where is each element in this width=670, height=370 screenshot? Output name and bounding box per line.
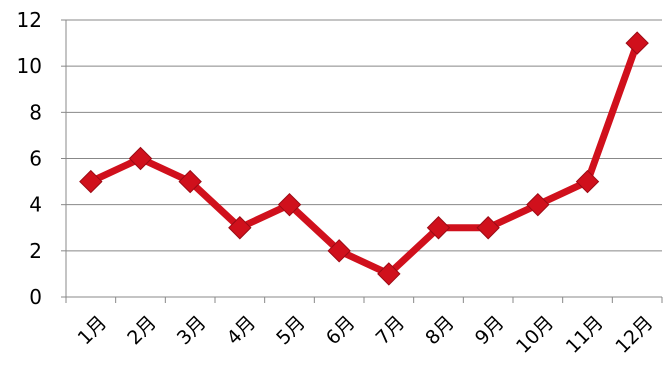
gridlines [66, 19, 662, 252]
data-point [277, 192, 302, 217]
x-tick-label: 3月 [173, 312, 211, 350]
y-tick-label: 6 [29, 147, 42, 171]
data-point [377, 262, 401, 286]
y-tick-label: 10 [17, 54, 42, 78]
data-point [228, 216, 252, 240]
data-point [178, 169, 202, 194]
x-tick-label: 4月 [223, 312, 261, 350]
series-line [87, 39, 641, 278]
y-tick-label: 2 [29, 239, 42, 263]
data-point [327, 239, 351, 263]
series [79, 31, 649, 286]
x-tick-label: 9月 [471, 312, 509, 350]
data-point [128, 146, 153, 171]
y-axis-tick-labels: 0 2 4 6 8 10 12 [17, 8, 42, 309]
data-point [79, 169, 103, 194]
y-tick-label: 4 [29, 193, 42, 217]
data-point [625, 31, 649, 55]
data-point [575, 169, 600, 194]
y-tick-label: 8 [29, 100, 42, 124]
data-point [476, 216, 500, 240]
y-tick-label: 12 [17, 8, 42, 32]
axes [61, 19, 663, 303]
x-axis-tick-labels: 1月 2月 3月 4月 5月 6月 7月 8月 9月 10月 11月 12月 [74, 312, 658, 358]
x-tick-label: 1月 [74, 312, 112, 350]
data-point [526, 192, 550, 217]
x-tick-label: 10月 [512, 312, 558, 358]
x-tick-label: 7月 [372, 312, 410, 350]
data-point [426, 216, 451, 240]
x-tick-label: 2月 [123, 312, 161, 350]
x-tick-label: 12月 [611, 312, 657, 358]
y-tick-label: 0 [29, 285, 42, 309]
x-tick-label: 8月 [421, 312, 459, 350]
x-tick-label: 11月 [562, 312, 608, 358]
x-tick-label: 5月 [272, 312, 310, 350]
x-tick-label: 6月 [322, 312, 360, 350]
